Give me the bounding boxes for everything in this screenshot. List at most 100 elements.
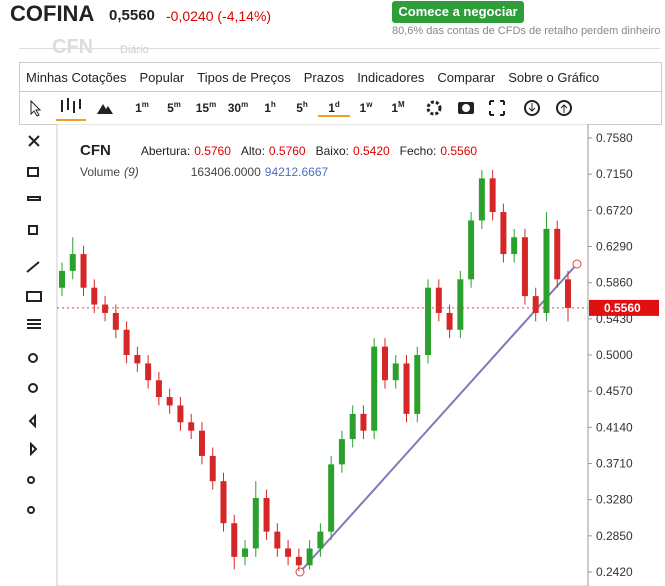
candle-body [242,548,249,557]
candle-body [188,422,195,431]
timeframe-unit: M [398,99,405,109]
candle-body [414,355,421,414]
timeframe-button[interactable]: 1d [318,100,350,117]
candle-body [478,178,485,221]
cursor-icon[interactable] [20,98,50,118]
last-price-label: 0.5560 [604,301,641,315]
candle-body [554,228,561,280]
timeframe-unit: h [270,99,276,109]
y-tick-label: 0.6720 [596,203,633,217]
timeframe-number: 1 [391,100,398,115]
timeframe-number: 5 [296,100,303,115]
timeframe-button[interactable]: 1h [254,100,286,117]
candle-body [565,279,571,308]
y-tick-label: 0.2420 [596,565,633,579]
close-value: 0.5560 [440,144,478,158]
candle-body [500,212,507,255]
timeframes: 1m 5m 15m 30m 1h 5h 1d 1w 1M [126,100,414,117]
candle-body [360,413,367,431]
y-tick-label: 0.5860 [596,276,633,290]
y-tick-label: 0.4140 [596,420,633,434]
candle-body [220,481,227,524]
timeframe-button[interactable]: 1M [382,100,414,117]
candle-body [274,531,281,549]
plot-frame [56,124,589,586]
last-price-box [589,299,659,316]
timeframe-number: 30 [227,100,242,115]
menu-item[interactable]: Popular [139,69,185,85]
candle-body [521,237,528,297]
candle-body [80,254,87,288]
candle-icon[interactable] [50,94,90,122]
timeframe-button[interactable]: 5h [286,100,318,117]
timeframe-number: 1 [135,100,142,115]
timeframe-button[interactable]: 1w [350,100,382,117]
candle-body [381,346,388,381]
candle-body [306,548,313,566]
toolbar: 1m 5m 15m 30m 1h 5h 1d 1w 1M [19,91,662,125]
candle-body [112,312,119,330]
candle-body [446,312,453,330]
tool-icons[interactable] [414,96,574,120]
stock-change: -0,0240 (-4,14%) [166,8,272,24]
ohlc-legend: CFN Abertura: 0.5760 Alto: 0.5760 Baixo: 0.… [80,142,477,159]
candle-body [349,413,356,440]
candle-body [166,397,173,406]
candle-body [102,304,109,313]
trend-line [299,263,578,573]
y-tick-label: 0.3280 [596,493,633,507]
timeframe-number: 1 [359,100,367,115]
candle-body [317,531,324,549]
candle-body [403,363,410,414]
stock-name: COFINA [10,1,95,26]
ghost-period: Diário [120,44,149,56]
menu-item[interactable]: Comparar [437,69,496,85]
candle-body [59,270,65,288]
timeframe-unit: d [334,99,340,109]
candle-body [231,523,238,557]
timeframe-button[interactable]: 30m [222,100,254,117]
timeframe-unit: m [141,99,149,109]
candle-body [209,455,216,482]
candle-body [295,556,302,566]
separator [19,48,660,49]
candle-body [543,228,550,313]
menu-bar: Minhas Cotações Popular Tipos de Preços Pra… [19,62,662,91]
candle-body [285,548,292,557]
timeframe-button[interactable]: 5m [158,100,190,117]
menu-item[interactable]: Tipos de Preços [197,69,291,85]
candle-body [511,237,518,255]
high-label: Alto: [240,144,265,158]
y-tick-label: 0.4570 [596,384,633,398]
timeframe-button[interactable]: 1m [126,100,158,117]
close-label: Fecho: [399,144,437,158]
y-tick-label: 0.7580 [596,131,633,145]
timeframe-unit: m [173,99,181,109]
menu-item[interactable]: Sobre o Gráfico [508,69,600,85]
candle-body [435,287,442,313]
disclaimer: 80,6% das contas de CFDs de retalho perd… [392,25,661,37]
candle-body [263,497,270,532]
timeframe-number: 15 [195,100,210,115]
y-tick-label: 0.3710 [596,457,633,471]
trend-handle[interactable] [295,567,305,577]
menu-item[interactable]: Minhas Cotações [26,69,127,85]
trade-button[interactable]: Comece a negociar [392,1,524,23]
drawing-tools[interactable] [19,124,55,524]
y-tick-label: 0.7150 [596,167,633,181]
candle-body [198,430,205,456]
timeframe-number: 1 [328,100,335,115]
candle-body [425,287,432,355]
candle-body [371,346,378,431]
menu-item[interactable]: Indicadores [357,69,425,85]
menu-item[interactable]: Prazos [303,69,345,85]
candle-body [252,497,259,549]
candle-body [145,363,152,381]
timeframe-unit: w [366,99,373,109]
timeframe-button[interactable]: 15m [190,100,222,117]
volume-period: (9) [124,165,139,179]
open-value: 0.5760 [194,144,231,158]
area-icon[interactable] [90,98,120,118]
trend-handle[interactable] [572,259,582,269]
